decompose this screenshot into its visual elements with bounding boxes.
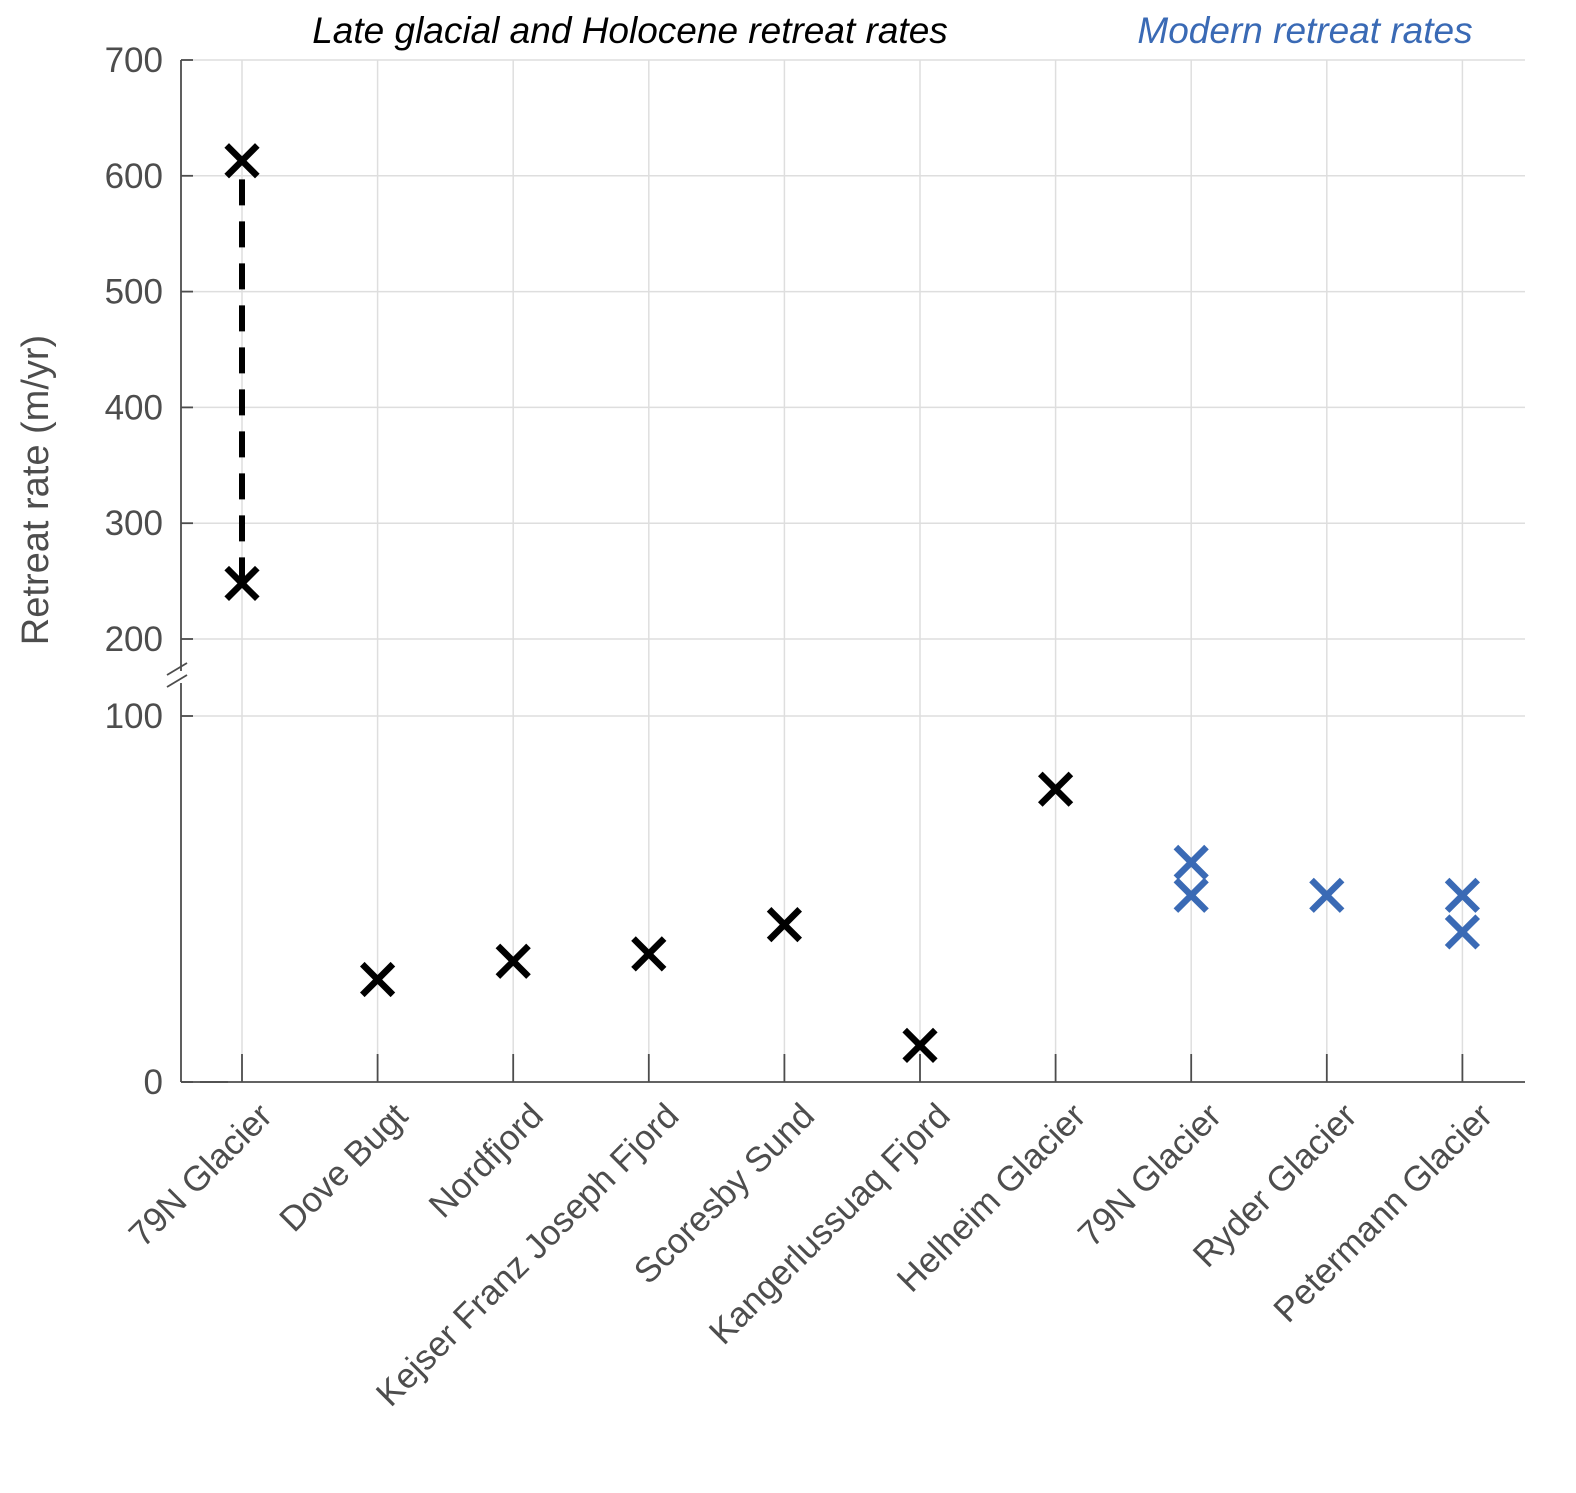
x-tick-label: 79N Glacier: [121, 1096, 279, 1254]
y-tick-label: 500: [105, 273, 163, 312]
late-glacial-marker: [631, 936, 667, 972]
late-glacial-marker: [902, 1027, 938, 1063]
y-tick-label: 300: [105, 504, 163, 543]
late-glacial-marker: [224, 143, 260, 179]
y-tick-label: 600: [105, 157, 163, 196]
modern-marker: [1444, 914, 1480, 950]
x-tick-label: Dove Bugt: [272, 1096, 415, 1239]
late-glacial-marker: [360, 961, 396, 998]
axis-break-mark: [166, 674, 188, 688]
modern-marker: [1309, 877, 1345, 913]
x-tick-label: Nordfjord: [421, 1096, 550, 1225]
y-axis-label: Retreat rate (m/yr): [15, 335, 57, 645]
late-glacial-marker: [766, 907, 802, 943]
late-glacial-marker: [224, 565, 260, 602]
y-tick-label: 700: [105, 41, 163, 80]
late-glacial-marker: [495, 943, 531, 979]
axes: [166, 59, 1525, 1083]
x-tick-label: Kangerlussuaq Fjord: [702, 1096, 958, 1352]
late-glacial-marker: [1038, 771, 1074, 807]
y-tick-label: 100: [105, 697, 163, 736]
modern-marker: [1173, 844, 1209, 880]
data-markers: [224, 143, 1480, 1063]
modern-marker: [1444, 877, 1480, 913]
y-tick-label: 200: [105, 620, 163, 659]
y-tick-label: 0: [144, 1063, 163, 1102]
grid-lines: [181, 59, 1525, 1082]
header-late-glacial: Late glacial and Holocene retreat rates: [312, 10, 948, 51]
header-modern: Modern retreat rates: [1137, 10, 1472, 51]
y-tick-label: 400: [105, 388, 163, 427]
axis-break-mark: [166, 662, 188, 676]
modern-marker: [1173, 877, 1209, 913]
